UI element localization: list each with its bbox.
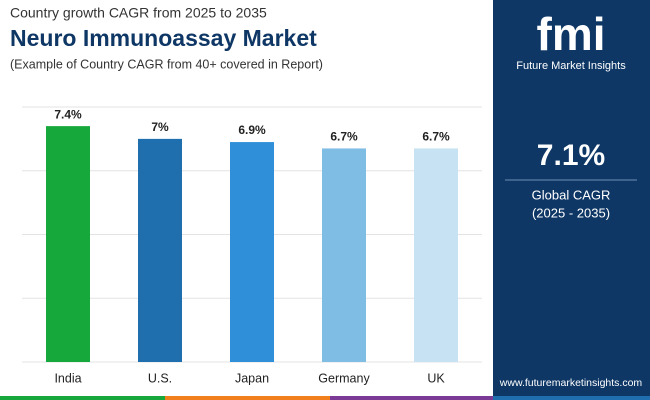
highlight-period: (2025 - 2035) bbox=[532, 205, 610, 220]
value-label: 7.4% bbox=[54, 107, 82, 121]
strip bbox=[165, 396, 330, 400]
title: Neuro Immunoassay Market bbox=[10, 25, 317, 51]
x-tick-label: Japan bbox=[235, 371, 269, 385]
logo: fmi bbox=[537, 8, 606, 60]
supertitle: Country growth CAGR from 2025 to 2035 bbox=[10, 5, 267, 21]
strip bbox=[0, 396, 165, 400]
value-label: 7% bbox=[151, 120, 169, 134]
x-tick-label: India bbox=[54, 371, 81, 385]
value-label: 6.7% bbox=[422, 130, 450, 144]
bar bbox=[322, 148, 366, 362]
bar bbox=[414, 148, 458, 362]
bar bbox=[46, 126, 90, 362]
side-panel bbox=[493, 0, 650, 400]
highlight-label: Global CAGR bbox=[532, 187, 611, 202]
value-label: 6.9% bbox=[238, 123, 266, 137]
subtitle: (Example of Country CAGR from 40+ covere… bbox=[10, 57, 323, 71]
strip bbox=[330, 396, 493, 400]
highlight-value: 7.1% bbox=[537, 139, 605, 172]
url: www.futuremarketinsights.com bbox=[499, 377, 643, 389]
brand-name: Future Market Insights bbox=[516, 60, 626, 72]
bar bbox=[230, 142, 274, 362]
x-tick-label: UK bbox=[427, 371, 445, 385]
value-label: 6.7% bbox=[330, 130, 358, 144]
x-tick-label: U.S. bbox=[148, 371, 172, 385]
bar bbox=[138, 138, 182, 362]
x-tick-label: Germany bbox=[318, 371, 370, 385]
strip bbox=[493, 396, 650, 400]
